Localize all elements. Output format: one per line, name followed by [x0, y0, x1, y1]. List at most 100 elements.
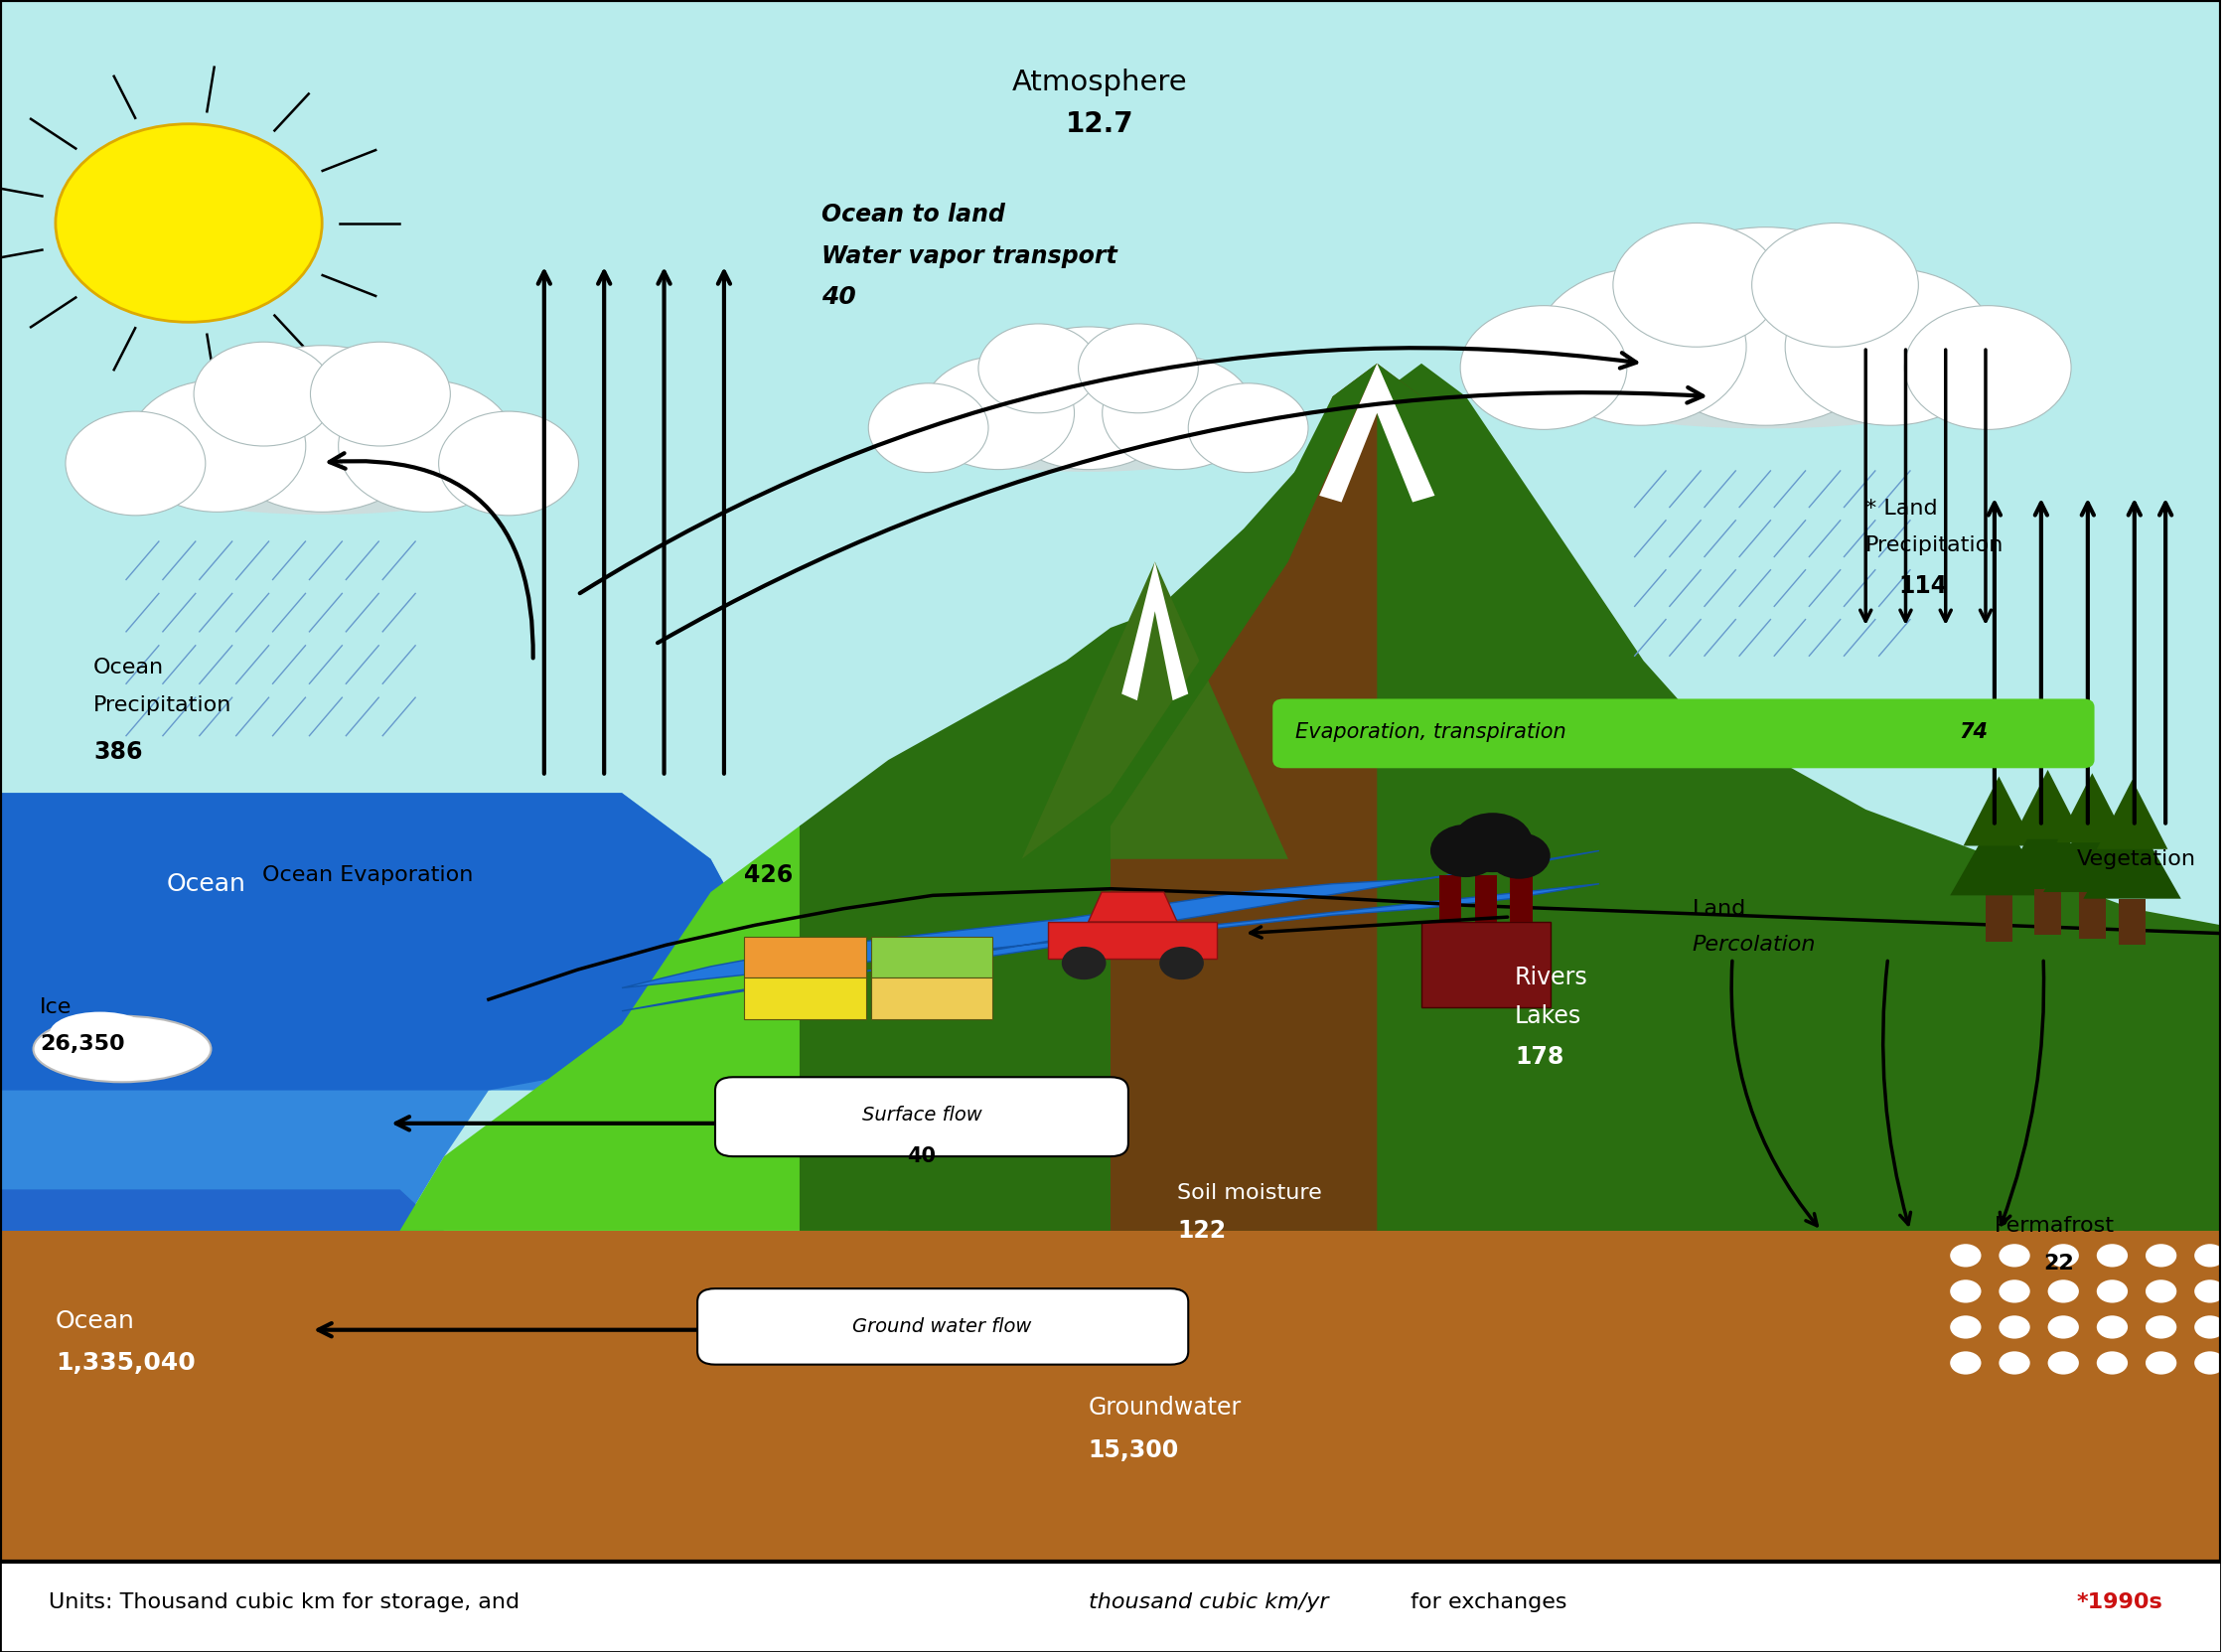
Bar	[744, 978, 867, 1019]
Polygon shape	[2097, 780, 2168, 849]
Circle shape	[1103, 357, 1254, 469]
Circle shape	[1078, 324, 1199, 413]
Polygon shape	[0, 1189, 443, 1561]
Circle shape	[2195, 1280, 2226, 1303]
Polygon shape	[1087, 892, 1176, 922]
Text: Groundwater: Groundwater	[1087, 1396, 1241, 1419]
Text: * Land: * Land	[1865, 499, 1938, 519]
Circle shape	[2146, 1280, 2177, 1303]
Polygon shape	[2043, 806, 2141, 892]
Text: 12.7: 12.7	[1065, 111, 1134, 137]
Circle shape	[1188, 383, 1308, 472]
Circle shape	[1999, 1280, 2030, 1303]
Circle shape	[2195, 1244, 2226, 1267]
Text: Ocean: Ocean	[56, 1310, 136, 1333]
Text: Percolation: Percolation	[1693, 935, 1816, 955]
Bar	[2119, 899, 2146, 945]
Text: 1,335,040: 1,335,040	[56, 1351, 196, 1374]
Text: 40: 40	[822, 286, 856, 309]
Circle shape	[1453, 813, 1533, 872]
Circle shape	[1950, 1315, 1981, 1338]
Circle shape	[2195, 1351, 2226, 1374]
Circle shape	[1905, 306, 2072, 430]
Circle shape	[1950, 1351, 1981, 1374]
Text: for exchanges: for exchanges	[1404, 1593, 1566, 1612]
Polygon shape	[1377, 363, 2221, 1231]
Circle shape	[1159, 947, 1203, 980]
Text: Ocean: Ocean	[167, 872, 245, 895]
Text: 114: 114	[1898, 575, 1947, 598]
Bar	[0, 1561, 2221, 1652]
Bar	[1511, 876, 1533, 922]
Circle shape	[1999, 1315, 2030, 1338]
Circle shape	[2048, 1244, 2079, 1267]
Circle shape	[2097, 1280, 2128, 1303]
Circle shape	[1950, 1244, 1981, 1267]
Ellipse shape	[111, 420, 532, 514]
Polygon shape	[2012, 770, 2083, 839]
Bar	[1421, 922, 1551, 1008]
Circle shape	[2146, 1244, 2177, 1267]
Circle shape	[209, 345, 434, 512]
Text: Ground water flow: Ground water flow	[851, 1317, 1032, 1336]
Polygon shape	[2083, 813, 2181, 899]
Circle shape	[2048, 1315, 2079, 1338]
Bar	[1475, 876, 1497, 922]
Text: Water vapor transport: Water vapor transport	[822, 244, 1118, 268]
Text: 386: 386	[94, 740, 143, 763]
Circle shape	[2195, 1315, 2226, 1338]
Bar	[1439, 876, 1462, 922]
Circle shape	[1785, 268, 1996, 426]
Polygon shape	[1023, 562, 1288, 859]
Circle shape	[1999, 1351, 2030, 1374]
Bar	[871, 978, 994, 1019]
Circle shape	[339, 380, 515, 512]
Text: 22: 22	[2043, 1254, 2074, 1274]
Text: Units: Thousand cubic km for storage, and: Units: Thousand cubic km for storage, an…	[49, 1593, 526, 1612]
Circle shape	[2048, 1351, 2079, 1374]
Text: Rivers: Rivers	[1515, 966, 1589, 990]
Circle shape	[1999, 1244, 2030, 1267]
FancyBboxPatch shape	[1272, 699, 2094, 768]
Circle shape	[1459, 306, 1626, 430]
Polygon shape	[1963, 776, 2034, 846]
Circle shape	[2048, 1280, 2079, 1303]
Bar	[1985, 895, 2012, 942]
Bar	[2079, 892, 2105, 938]
Ellipse shape	[909, 390, 1268, 472]
Ellipse shape	[1515, 316, 2016, 428]
Circle shape	[978, 324, 1098, 413]
Polygon shape	[800, 363, 2221, 1231]
Polygon shape	[2056, 773, 2128, 843]
Text: Soil moisture: Soil moisture	[1176, 1183, 1321, 1203]
Circle shape	[1063, 947, 1105, 980]
Text: thousand cubic km/yr: thousand cubic km/yr	[1087, 1593, 1328, 1612]
Circle shape	[991, 327, 1185, 469]
Circle shape	[1613, 223, 1780, 347]
Bar	[0, 1231, 2221, 1561]
Circle shape	[56, 124, 323, 322]
Circle shape	[129, 380, 305, 512]
Polygon shape	[1319, 363, 1435, 502]
Circle shape	[1430, 824, 1502, 877]
Text: Vegetation: Vegetation	[2076, 849, 2197, 869]
Text: Permafrost: Permafrost	[1994, 1216, 2114, 1236]
Text: Atmosphere: Atmosphere	[1012, 69, 1188, 96]
Bar	[2034, 889, 2061, 935]
Polygon shape	[889, 363, 1377, 1231]
Circle shape	[1535, 268, 1747, 426]
Circle shape	[1950, 1280, 1981, 1303]
Circle shape	[1488, 833, 1551, 879]
Polygon shape	[1999, 803, 2097, 889]
Circle shape	[1751, 223, 1918, 347]
Polygon shape	[399, 661, 2221, 1231]
Polygon shape	[1110, 363, 1600, 1231]
Text: *1990s: *1990s	[2076, 1593, 2163, 1612]
Polygon shape	[1121, 562, 1188, 700]
Text: Evaporation, transpiration: Evaporation, transpiration	[1294, 722, 1573, 742]
Circle shape	[194, 342, 334, 446]
Text: 15,300: 15,300	[1087, 1439, 1179, 1462]
Text: Ocean Evaporation: Ocean Evaporation	[263, 866, 479, 885]
Polygon shape	[622, 851, 1600, 1011]
Polygon shape	[0, 793, 755, 1090]
